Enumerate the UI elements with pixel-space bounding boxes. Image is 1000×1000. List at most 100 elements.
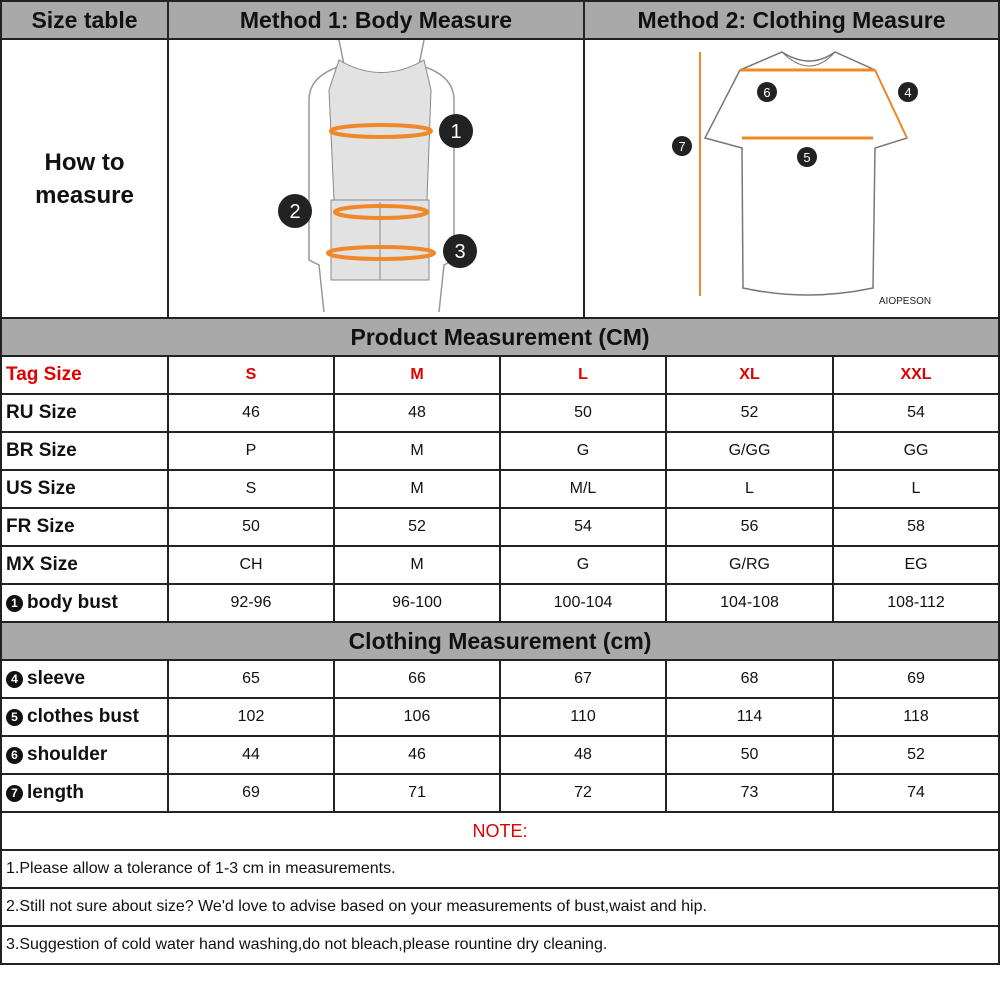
row-label: BR Size — [0, 431, 169, 471]
row-label: US Size — [0, 469, 169, 509]
section-header: Clothing Measurement (cm) — [0, 621, 1000, 661]
table-cell: 110 — [499, 697, 667, 737]
how-to-line2: measure — [35, 181, 134, 209]
table-cell: 100-104 — [499, 583, 667, 623]
body-measure-illustration: 1 2 3 — [167, 38, 585, 319]
table-cell: 96-100 — [333, 583, 501, 623]
table-cell: S — [167, 469, 335, 509]
table-row: 6 shoulder 44 46 48 50 52 — [0, 735, 1000, 775]
row-label-text: FR Size — [6, 516, 75, 537]
marker-2: 2 — [289, 201, 300, 223]
table-row: 1 body bust 92-96 96-100 100-104 104-108 108-1… — [0, 583, 1000, 623]
method1-title: Method 1: Body Measure — [167, 0, 585, 40]
row-label: 1 body bust — [0, 583, 169, 623]
note-row: 3.Suggestion of cold water hand washing,… — [0, 925, 1000, 965]
table-cell: 92-96 — [167, 583, 335, 623]
row-label: RU Size — [0, 393, 169, 433]
table-row: MX Size CH M G G/RG EG — [0, 545, 1000, 585]
row-label-text: US Size — [6, 478, 76, 499]
table-cell: M/L — [499, 469, 667, 509]
note-item: 1.Please allow a tolerance of 1-3 cm in … — [0, 849, 1000, 889]
section-header: Product Measurement (CM) — [0, 317, 1000, 357]
marker-7: 7 — [678, 139, 685, 154]
notes-header: NOTE: — [0, 811, 1000, 851]
marker-4: 4 — [904, 85, 911, 100]
table-cell: 72 — [499, 773, 667, 813]
marker-6: 6 — [763, 85, 770, 100]
tshirt-icon: 6 4 5 7 AIOPESON — [672, 51, 931, 307]
method2-title: Method 2: Clothing Measure — [582, 0, 1000, 40]
table-cell: 66 — [333, 659, 501, 699]
marker-1: 1 — [450, 121, 461, 143]
row-label-text: MX Size — [6, 554, 78, 575]
table-cell: 118 — [831, 697, 1000, 737]
table-cell: 58 — [831, 507, 1000, 547]
row-label-text: body bust — [27, 592, 118, 613]
table-cell: 48 — [499, 735, 667, 775]
row-label-text: RU Size — [6, 402, 77, 423]
table-cell: 44 — [167, 735, 335, 775]
table-cell: 56 — [665, 507, 834, 547]
brand-label: AIOPESON — [879, 296, 931, 307]
table-cell: 52 — [665, 393, 834, 433]
table-cell: 108-112 — [831, 583, 1000, 623]
clothing-measurement-title: Clothing Measurement (cm) — [0, 621, 1000, 661]
row-label-text: sleeve — [27, 668, 86, 689]
table-row: 7 length 69 71 72 73 74 — [0, 773, 1000, 813]
how-to-line1: How to — [44, 148, 125, 176]
table-cell: 69 — [831, 659, 1000, 699]
product-measurement-title: Product Measurement (CM) — [0, 317, 1000, 357]
note-item: 2.Still not sure about size? We'd love t… — [0, 887, 1000, 927]
how-to-measure: How to measure — [0, 38, 169, 319]
table-cell: 46 — [167, 393, 335, 433]
row-label: FR Size — [0, 507, 169, 547]
table-cell: GG — [831, 431, 1000, 471]
table-cell: 74 — [831, 773, 1000, 813]
table-cell: 65 — [167, 659, 335, 699]
note-row: 2.Still not sure about size? We'd love t… — [0, 887, 1000, 927]
table-row: US Size S M M/L L L — [0, 469, 1000, 509]
table-cell: L — [499, 355, 667, 395]
table-cell: 104-108 — [665, 583, 834, 623]
table-cell: 50 — [665, 735, 834, 775]
row-label: 4 sleeve — [0, 659, 169, 699]
table-cell: EG — [831, 545, 1000, 585]
row-label: 7 length — [0, 773, 169, 813]
body-figure-icon: 1 2 3 — [278, 41, 477, 313]
table-cell: XXL — [831, 355, 1000, 395]
clothing-measure-illustration: 6 4 5 7 AIOPESON — [582, 38, 1000, 319]
marker-6-icon: 6 — [6, 747, 23, 764]
table-cell: CH — [167, 545, 335, 585]
marker-7-icon: 7 — [6, 785, 23, 802]
table-cell: 69 — [167, 773, 335, 813]
size-table-title: Size table — [0, 0, 169, 40]
table-cell: XL — [665, 355, 834, 395]
marker-5: 5 — [803, 150, 810, 165]
marker-5-icon: 5 — [6, 709, 23, 726]
table-cell: P — [167, 431, 335, 471]
row-label-text: shoulder — [27, 744, 108, 765]
table-cell: M — [333, 469, 501, 509]
table-cell: 102 — [167, 697, 335, 737]
table-row: Tag Size S M L XL XXL — [0, 355, 1000, 395]
table-cell: S — [167, 355, 335, 395]
table-cell: 106 — [333, 697, 501, 737]
table-cell: M — [333, 545, 501, 585]
row-label: MX Size — [0, 545, 169, 585]
marker-4-icon: 4 — [6, 671, 23, 688]
table-cell: 114 — [665, 697, 834, 737]
table-cell: 52 — [831, 735, 1000, 775]
table-cell: 68 — [665, 659, 834, 699]
table-cell: 46 — [333, 735, 501, 775]
table-cell: M — [333, 431, 501, 471]
table-cell: 48 — [333, 393, 501, 433]
row-label-text: BR Size — [6, 440, 77, 461]
size-table: Size table Method 1: Body Measure Method… — [0, 0, 1000, 965]
table-row: FR Size 50 52 54 56 58 — [0, 507, 1000, 547]
table-cell: L — [665, 469, 834, 509]
table-cell: M — [333, 355, 501, 395]
table-cell: G/GG — [665, 431, 834, 471]
table-cell: L — [831, 469, 1000, 509]
row-label: Tag Size — [0, 355, 169, 395]
table-cell: 67 — [499, 659, 667, 699]
